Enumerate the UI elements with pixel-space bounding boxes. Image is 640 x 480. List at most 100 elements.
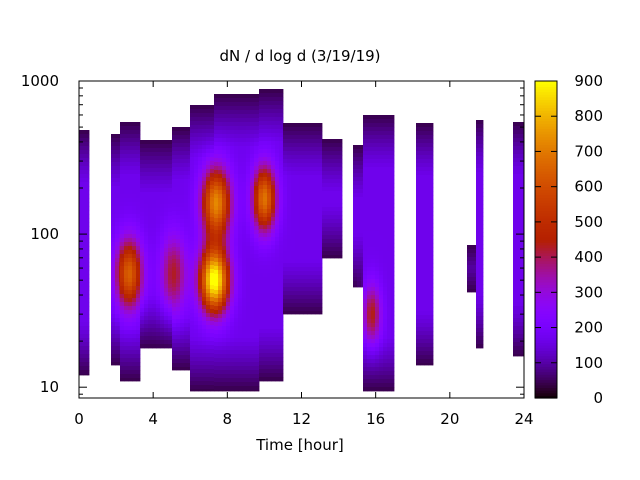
heatmap-cell	[83, 274, 88, 279]
heatmap-cell	[230, 282, 235, 287]
heatmap-cell	[303, 235, 308, 240]
heatmap-cell	[424, 135, 429, 140]
heatmap-cell	[291, 287, 296, 292]
heatmap-cell	[194, 201, 199, 206]
heatmap-cell	[190, 141, 195, 146]
heatmap-cell	[148, 164, 153, 169]
heatmap-cell	[375, 199, 380, 204]
heatmap-cell	[222, 246, 227, 251]
heatmap-cell	[315, 223, 320, 228]
heatmap-cell	[287, 171, 292, 176]
heatmap-cell	[467, 277, 472, 282]
heatmap-cell	[480, 152, 484, 157]
heatmap-cell	[242, 206, 247, 211]
heatmap-cell	[172, 135, 177, 140]
heatmap-cell	[194, 181, 199, 186]
heatmap-cell	[391, 223, 395, 228]
heatmap-cell	[424, 311, 429, 316]
heatmap-cell	[420, 155, 425, 160]
heatmap-cell	[275, 117, 280, 122]
heatmap-cell	[279, 233, 284, 238]
heatmap-cell	[250, 274, 255, 279]
heatmap-cell	[152, 268, 157, 273]
heatmap-cell	[234, 246, 239, 251]
heatmap-cell	[202, 305, 207, 310]
heatmap-cell	[480, 312, 484, 317]
heatmap-cell	[371, 315, 376, 320]
heatmap-cell	[334, 247, 339, 252]
heatmap-cell	[202, 269, 207, 274]
heatmap-cell	[128, 366, 133, 371]
heatmap-cell	[194, 301, 199, 306]
heatmap-cell	[120, 306, 125, 311]
heatmap-cell	[254, 114, 259, 119]
heatmap-cell	[79, 270, 84, 275]
heatmap-cell	[258, 94, 260, 99]
heatmap-cell	[136, 130, 141, 135]
heatmap-cell	[238, 286, 243, 291]
heatmap-cell	[210, 197, 215, 202]
heatmap-cell	[428, 355, 433, 360]
heatmap-cell	[79, 206, 84, 211]
heatmap-cell	[218, 202, 223, 207]
heatmap-cell	[188, 239, 191, 244]
heatmap-cell	[132, 154, 137, 159]
heatmap-cell	[246, 214, 251, 219]
heatmap-cell	[416, 271, 421, 276]
heatmap-cell	[176, 199, 181, 204]
heatmap-cell	[222, 330, 227, 335]
heatmap-cell	[79, 334, 84, 339]
heatmap-cell	[83, 254, 88, 259]
heatmap-cell	[367, 251, 372, 256]
heatmap-cell	[319, 243, 323, 248]
heatmap-cell	[160, 280, 165, 285]
heatmap-cell	[202, 225, 207, 230]
heatmap-cell	[188, 319, 191, 324]
heatmap-cell	[164, 328, 169, 333]
heatmap-cell	[263, 245, 268, 250]
heatmap-cell	[291, 271, 296, 276]
heatmap-cell	[383, 259, 388, 264]
heatmap-cell	[238, 158, 243, 163]
heatmap-cell	[263, 277, 268, 282]
heatmap-cell	[218, 314, 223, 319]
heatmap-cell	[428, 319, 433, 324]
heatmap-cell	[83, 242, 88, 247]
heatmap-cell	[111, 206, 116, 211]
heatmap-cell	[375, 139, 380, 144]
heatmap-cell	[338, 175, 343, 180]
heatmap-cell	[144, 264, 149, 269]
heatmap-cell	[230, 238, 235, 243]
heatmap-cell	[136, 302, 141, 307]
heatmap-cell	[230, 350, 235, 355]
heatmap-cell	[188, 151, 191, 156]
heatmap-cell	[315, 187, 320, 192]
heatmap-cell	[144, 164, 149, 169]
heatmap-cell	[383, 155, 388, 160]
heatmap-cell	[226, 314, 231, 319]
heatmap-cell	[259, 241, 264, 246]
heatmap-cell	[234, 354, 239, 359]
heatmap-cell	[124, 378, 129, 382]
heatmap-cell	[428, 243, 433, 248]
heatmap-cell	[267, 313, 272, 318]
heatmap-cell	[218, 158, 223, 163]
heatmap-cell	[172, 319, 177, 324]
heatmap-cell	[379, 115, 384, 120]
heatmap-cell	[357, 173, 362, 178]
heatmap-cell	[416, 355, 421, 360]
heatmap-cell	[144, 320, 149, 325]
heatmap-cell	[271, 261, 276, 266]
heatmap-cell	[115, 250, 120, 255]
heatmap-cell	[383, 183, 388, 188]
heatmap-cell	[111, 162, 116, 167]
heatmap-cell	[234, 118, 239, 123]
heatmap-cell	[432, 303, 434, 308]
heatmap-cell	[87, 282, 90, 287]
heatmap-cell	[387, 259, 392, 264]
heatmap-cell	[128, 222, 133, 227]
heatmap-cell	[214, 98, 219, 103]
heatmap-cell	[279, 341, 284, 346]
heatmap-cell	[202, 313, 207, 318]
heatmap-cell	[168, 300, 173, 305]
